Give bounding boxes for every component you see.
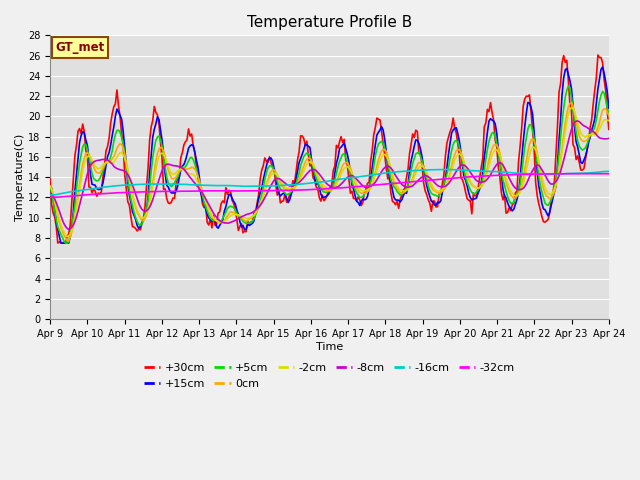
- Y-axis label: Temperature(C): Temperature(C): [15, 133, 25, 221]
- X-axis label: Time: Time: [316, 342, 343, 351]
- Title: Temperature Profile B: Temperature Profile B: [247, 15, 412, 30]
- Legend: +30cm, +15cm, +5cm, 0cm, -2cm, -8cm, -16cm, -32cm: +30cm, +15cm, +5cm, 0cm, -2cm, -8cm, -16…: [140, 359, 520, 393]
- Text: GT_met: GT_met: [56, 41, 105, 54]
